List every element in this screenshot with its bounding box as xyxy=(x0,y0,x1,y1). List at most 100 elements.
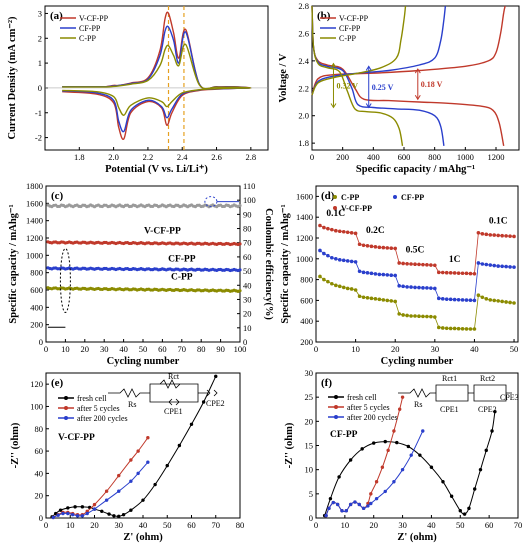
data-point-cf-pp xyxy=(508,265,512,269)
data-point xyxy=(458,509,462,513)
data-point-c-pp xyxy=(504,300,508,304)
data-point-c-pp xyxy=(361,295,366,300)
y-axis-label: Specific capacity / mAhg⁻¹ xyxy=(280,204,291,323)
data-point xyxy=(80,514,85,518)
data-point-v-cf-pp xyxy=(365,244,370,248)
x-tick-label: 50 xyxy=(456,520,465,530)
data-point-v-cf-pp xyxy=(468,271,473,276)
data-point-cf-pp xyxy=(397,284,401,288)
data-point-c-pp xyxy=(436,325,441,330)
y-tick-label: 1000 xyxy=(296,254,313,264)
x-tick-label: 0 xyxy=(44,344,48,354)
y-tick-label: -1 xyxy=(35,108,42,118)
legend-entry: CF-PP xyxy=(401,193,424,202)
circuit-diagram xyxy=(398,384,512,402)
data-point xyxy=(104,498,109,502)
y-tick-label: 0 xyxy=(39,337,43,347)
data-point-cf-pp xyxy=(476,261,481,265)
y2-tick-label: 70 xyxy=(243,238,252,248)
y-tick-label: 1 xyxy=(38,58,42,68)
data-point-v-cf-pp xyxy=(460,271,465,276)
data-point-cf-pp xyxy=(448,297,453,302)
x-tick-label: 2.0 xyxy=(108,152,119,162)
x-tick-label: 70 xyxy=(212,520,221,530)
data-point-v-cf-pp xyxy=(508,234,512,238)
data-point-c-pp xyxy=(357,294,362,299)
data-point xyxy=(380,465,385,469)
data-point xyxy=(56,513,60,517)
data-point-c-pp xyxy=(488,298,493,302)
data-point xyxy=(146,460,150,464)
data-point xyxy=(383,439,387,444)
data-point xyxy=(493,409,497,414)
legend-entry: after 5 cycles xyxy=(77,404,120,413)
data-point-cf-pp xyxy=(401,284,405,289)
data-point-c-pp xyxy=(353,288,358,292)
data-point-c-pp xyxy=(476,293,481,298)
panel-a: 1.8 2.0 2.2 2.4 2.6 2.8 -2 -1 0 1 2 3 Potential (V v… xyxy=(7,5,269,175)
data-point xyxy=(327,506,331,511)
legend-marker xyxy=(64,416,68,420)
data-point-v-cf-pp xyxy=(413,262,417,267)
data-point-cf-pp xyxy=(452,297,457,302)
data-point-cf-pp xyxy=(349,259,354,264)
data-point-cf-pp xyxy=(492,263,497,268)
data-point-c-pp xyxy=(460,326,465,331)
data-point xyxy=(360,447,364,451)
data-point-v-cf-pp xyxy=(334,228,338,233)
data-point-c-pp xyxy=(365,296,370,300)
circuit-diagram xyxy=(108,379,218,406)
data-point-v-cf-pp xyxy=(484,232,489,237)
data-point-cf-pp xyxy=(512,265,516,269)
data-point-cf-pp xyxy=(341,258,346,263)
y2-tick-label: 30 xyxy=(243,294,252,304)
data-point-v-cf-pp xyxy=(238,242,242,246)
x-tick-label: 2.2 xyxy=(143,152,154,162)
data-point-v-cf-pp xyxy=(349,231,354,235)
data-point-v-cf-pp xyxy=(353,231,358,236)
data-point-c-pp xyxy=(484,297,489,301)
x-tick-label: 90 xyxy=(216,344,225,354)
data-point-cf-pp xyxy=(330,255,334,260)
data-point-cf-pp xyxy=(385,273,390,277)
data-point-v-cf-pp xyxy=(496,233,500,238)
x-tick-label: 60 xyxy=(187,520,196,530)
data-point xyxy=(153,482,157,487)
x-tick-label: 1000 xyxy=(457,152,474,162)
legend-entry: after 200 cycles xyxy=(77,414,128,423)
plot-frame xyxy=(311,5,520,151)
circuit-label: Rs xyxy=(414,400,422,409)
data-point-v-cf-pp xyxy=(417,262,421,267)
data-point-c-pp xyxy=(492,298,497,303)
y-tick-label: 800 xyxy=(30,268,43,278)
x-tick-label: 2.8 xyxy=(246,152,257,162)
data-point-v-cf-pp xyxy=(480,232,485,236)
y-axis-label: -Z'' (ohm) xyxy=(10,422,21,468)
y-tick-label: 2.2 xyxy=(298,83,309,93)
rate-line-c-pp xyxy=(319,276,515,330)
legend-marker xyxy=(334,405,338,409)
data-point-cf-pp xyxy=(409,285,413,289)
legend-entry: V-CF-PP xyxy=(339,14,369,23)
x-tick-label: 40 xyxy=(470,344,479,354)
data-point-v-cf-pp xyxy=(421,262,425,267)
y-tick-label: 1.8 xyxy=(298,138,309,148)
data-point-c-pp xyxy=(429,314,433,319)
x-tick-label: 20 xyxy=(81,344,90,354)
panel-c: 0 10 20 30 40 50 60 70 80 90 100020040060080010001… xyxy=(8,181,274,367)
data-point-v-cf-pp xyxy=(444,270,449,275)
data-point xyxy=(366,504,370,508)
data-point-c-pp xyxy=(381,298,386,302)
rate-label: 0.5C xyxy=(406,246,425,256)
panel-label: (a) xyxy=(50,10,63,22)
data-point xyxy=(73,505,77,509)
discharge-curve-c-pp xyxy=(311,5,404,147)
data-point xyxy=(61,511,65,516)
data-point-cf-pp xyxy=(472,298,477,303)
data-point xyxy=(449,494,454,498)
legend-marker xyxy=(333,195,337,199)
x-axis-label: Potential (V vs. Li/Li⁺) xyxy=(105,164,208,175)
data-point-c-pp xyxy=(373,297,378,301)
x-tick-label: 2.4 xyxy=(177,152,188,162)
